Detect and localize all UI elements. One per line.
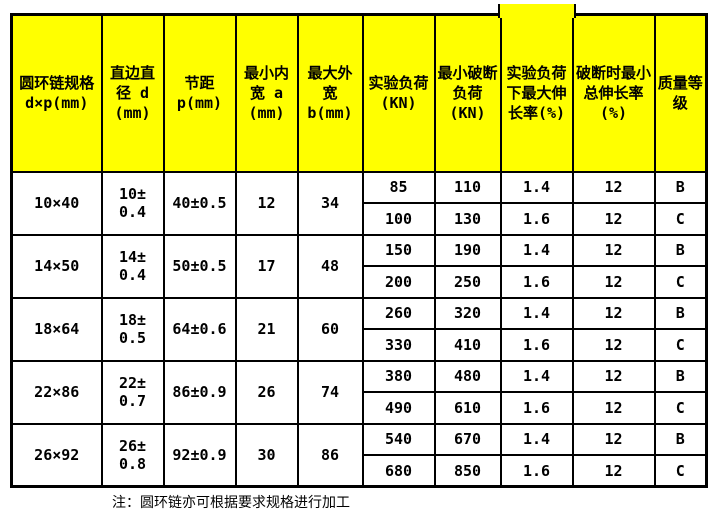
test-load-cell: 540 [361,422,436,456]
test-load-cell: 100 [361,202,436,236]
break-load-cell: 610 [433,391,502,425]
diameter-cell: 18± 0.5 [100,296,165,362]
table-row: 330 410 1.6 12 C [12,328,708,362]
total-elongation-cell: 12 [571,202,656,236]
max-elongation-cell: 1.6 [499,454,574,488]
grade-cell: B [653,170,708,204]
header-test-load: 实验负荷(KN) [361,13,436,173]
test-load-cell: 200 [361,265,436,299]
inner-width-cell: 12 [234,170,299,236]
break-load-cell: 480 [433,359,502,393]
max-elongation-cell: 1.4 [499,422,574,456]
grade-cell: B [653,422,708,456]
footnote: 注：圆环链亦可根据要求规格进行加工 [112,495,350,511]
inner-width-cell: 30 [234,422,299,488]
max-elongation-cell: 1.4 [499,170,574,204]
table-row: 18×64 18± 0.5 64±0.6 21 60 260 320 1.4 1… [10,296,708,362]
pitch-cell: 40±0.5 [162,170,237,236]
break-load-cell: 130 [433,202,502,236]
grade-cell: B [653,233,708,267]
outer-width-cell: 74 [296,359,364,425]
grade-cell: C [653,202,708,236]
max-elongation-cell: 1.4 [499,233,574,267]
table-header-row: 圆环链规格 d×p(mm) 直边直径 d (mm) 节距 p(mm) 最小内宽 … [10,13,708,173]
total-elongation-cell: 12 [571,233,656,267]
diameter-cell: 26± 0.8 [100,422,165,488]
total-elongation-cell: 12 [571,454,656,488]
spec-cell: 22×86 [10,359,103,425]
inner-width-cell: 17 [234,233,299,299]
table-row: 14×50 14± 0.4 50±0.5 17 48 150 190 1.4 1… [10,233,708,299]
pitch-cell: 64±0.6 [162,296,237,362]
header-pitch: 节距 p(mm) [162,13,237,173]
header-spec: 圆环链规格 d×p(mm) [10,13,103,173]
max-elongation-cell: 1.6 [499,328,574,362]
spec-cell: 26×92 [10,422,103,488]
total-elongation-cell: 12 [571,296,656,330]
pitch-cell: 86±0.9 [162,359,237,425]
test-load-cell: 85 [361,170,436,204]
test-load-cell: 380 [361,359,436,393]
grade-cell: B [653,296,708,330]
total-elongation-cell: 12 [571,170,656,204]
break-load-cell: 190 [433,233,502,267]
header-max-outer-width: 最大外宽 b(mm) [296,13,364,173]
test-load-cell: 490 [361,391,436,425]
pitch-cell: 92±0.9 [162,422,237,488]
test-load-cell: 150 [361,233,436,267]
break-load-cell: 250 [433,265,502,299]
grade-cell: B [653,359,708,393]
total-elongation-cell: 12 [571,359,656,393]
total-elongation-cell: 12 [571,265,656,299]
header-max-elongation: 实验负荷下最大伸长率(%) [499,13,574,173]
max-elongation-cell: 1.4 [499,296,574,330]
header-min-inner-width: 最小内宽 a (mm) [234,13,299,173]
header-min-total-elongation: 破断时最小总伸长率(%) [571,13,656,173]
test-load-cell: 260 [361,296,436,330]
outer-width-cell: 60 [296,296,364,362]
diameter-cell: 22± 0.7 [100,359,165,425]
outer-width-cell: 34 [296,170,364,236]
table-row: 10×40 10± 0.4 40±0.5 12 34 85 110 1.4 12… [10,170,708,236]
inner-width-cell: 21 [234,296,299,362]
table-row: 490 610 1.6 12 C [12,391,708,425]
max-elongation-cell: 1.6 [499,202,574,236]
max-elongation-cell: 1.4 [499,359,574,393]
break-load-cell: 850 [433,454,502,488]
header-straight-edge-diameter: 直边直径 d (mm) [100,13,165,173]
diameter-cell: 14± 0.4 [100,233,165,299]
table-row: 680 850 1.6 12 C [12,454,708,488]
grade-cell: C [653,265,708,299]
break-load-cell: 410 [433,328,502,362]
table-row: 22×86 22± 0.7 86±0.9 26 74 380 480 1.4 1… [10,359,708,425]
grade-cell: C [653,454,708,488]
break-load-cell: 320 [433,296,502,330]
break-load-cell: 110 [433,170,502,204]
total-elongation-cell: 12 [571,422,656,456]
header-cell-protrusion [498,4,576,18]
header-min-break-load: 最小破断负荷 (KN) [433,13,502,173]
total-elongation-cell: 12 [571,328,656,362]
spec-cell: 14×50 [10,233,103,299]
table-row: 26×92 26± 0.8 92±0.9 30 86 540 670 1.4 1… [10,422,708,488]
inner-width-cell: 26 [234,359,299,425]
break-load-cell: 670 [433,422,502,456]
grade-cell: C [653,328,708,362]
max-elongation-cell: 1.6 [499,265,574,299]
spec-cell: 18×64 [10,296,103,362]
outer-width-cell: 48 [296,233,364,299]
header-quality-grade: 质量等级 [653,13,708,173]
table-row: 100 130 1.6 12 C [12,202,708,236]
total-elongation-cell: 12 [571,391,656,425]
max-elongation-cell: 1.6 [499,391,574,425]
outer-width-cell: 86 [296,422,364,488]
test-load-cell: 680 [361,454,436,488]
diameter-cell: 10± 0.4 [100,170,165,236]
test-load-cell: 330 [361,328,436,362]
pitch-cell: 50±0.5 [162,233,237,299]
grade-cell: C [653,391,708,425]
spec-cell: 10×40 [10,170,103,236]
chain-spec-table: 圆环链规格 d×p(mm) 直边直径 d (mm) 节距 p(mm) 最小内宽 … [10,13,708,488]
